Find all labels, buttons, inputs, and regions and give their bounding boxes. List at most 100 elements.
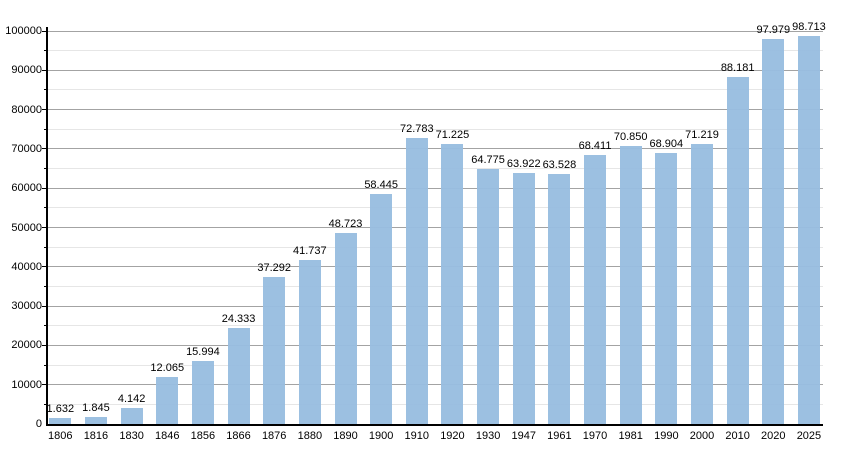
y-tick-label: 90000 (11, 64, 42, 77)
y-axis-line (46, 27, 48, 426)
bar (726, 77, 749, 424)
y-axis-tick (42, 344, 48, 346)
x-tick-label: 2000 (689, 430, 715, 442)
bar (370, 194, 393, 424)
gridline-major (48, 305, 823, 307)
bar-value-label: 70.850 (613, 130, 648, 143)
x-tick-label: 1970 (582, 430, 608, 442)
y-tick-label: 30000 (11, 300, 42, 313)
y-tick-label: 40000 (11, 260, 42, 273)
gridline-minor (48, 207, 823, 209)
x-tick-label: 1900 (368, 430, 394, 442)
bar-value-label: 58.445 (364, 179, 398, 192)
bar (691, 144, 713, 424)
bar-value-label: 4.142 (117, 392, 146, 405)
bar-value-label: 24.333 (221, 313, 256, 326)
gridline-major (48, 30, 823, 32)
x-tick-label: 1947 (511, 430, 536, 442)
bar-value-label: 71.219 (685, 129, 719, 142)
bar-value-label: 12.065 (150, 361, 185, 374)
gridline-minor (48, 246, 823, 248)
bar (512, 172, 535, 424)
bar (619, 145, 642, 424)
bar (263, 277, 286, 424)
x-tick-label: 2025 (796, 430, 822, 442)
x-tick-label: 1880 (297, 430, 323, 442)
gridline-minor (48, 325, 823, 327)
x-tick-label: 1961 (547, 430, 572, 442)
gridline-major (48, 266, 823, 268)
x-tick-label: 1890 (333, 430, 358, 442)
bar (477, 169, 500, 424)
bar (655, 153, 678, 424)
y-axis-tick (42, 266, 48, 268)
x-tick-label: 1866 (226, 430, 251, 442)
bar-value-label: 88.181 (720, 62, 755, 75)
x-tick-label: 1981 (618, 430, 643, 442)
y-axis-tick (42, 305, 48, 307)
y-tick-label: 10000 (11, 378, 42, 391)
y-axis-tick (42, 187, 48, 189)
bar (797, 36, 820, 424)
bar-value-label: 97.979 (756, 23, 791, 36)
x-tick-label: 1920 (440, 430, 465, 442)
gridline-minor (48, 168, 823, 170)
bar-value-label: 63.922 (506, 157, 541, 170)
gridline-minor (48, 128, 823, 130)
x-tick-label: 2010 (725, 430, 750, 442)
gridline-major (48, 344, 823, 346)
bar (334, 232, 357, 424)
bar-value-label: 37.292 (257, 262, 292, 275)
x-tick-label: 1830 (119, 430, 144, 442)
y-axis-tick (42, 227, 48, 228)
y-tick-label: 20000 (11, 339, 42, 352)
y-axis-tick (42, 69, 48, 71)
bar-value-label: 68.904 (649, 138, 684, 151)
y-axis-tick (42, 384, 48, 386)
bar-value-label: 1.845 (82, 401, 110, 414)
bar-value-label: 71.225 (435, 129, 470, 142)
gridline-minor (48, 364, 823, 366)
y-axis-tick (42, 148, 48, 150)
gridline-major (48, 148, 823, 150)
y-tick-label: 70000 (11, 142, 42, 155)
bar (548, 174, 571, 424)
x-tick-label: 1856 (190, 430, 216, 442)
y-tick-label: 60000 (11, 182, 42, 195)
x-axis-line (46, 424, 823, 426)
gridline-major (48, 109, 823, 111)
gridline-minor (48, 50, 823, 52)
x-tick-label: 1806 (48, 430, 73, 442)
gridline-major (48, 384, 823, 386)
x-tick-label: 1930 (475, 430, 501, 442)
gridline-major (48, 69, 823, 71)
gridline-minor (48, 285, 823, 287)
bar-value-label: 64.775 (471, 154, 505, 167)
gridline-major (48, 227, 823, 228)
bar-value-label: 68.411 (578, 140, 612, 153)
y-axis-tick (42, 30, 48, 32)
bar (441, 144, 464, 424)
bar (156, 376, 179, 424)
y-tick-label: 50000 (11, 221, 42, 234)
bar (405, 137, 428, 424)
bar (227, 328, 250, 424)
bar (298, 259, 321, 424)
gridline-major (48, 187, 823, 189)
bar (120, 407, 143, 424)
y-tick-label: 80000 (11, 103, 42, 116)
bar (762, 38, 785, 424)
bar-value-label: 98.713 (792, 21, 826, 34)
x-tick-label: 1990 (654, 430, 679, 442)
x-tick-label: 1910 (404, 430, 430, 442)
gridline-minor (48, 403, 823, 405)
bar-value-label: 72.783 (399, 122, 434, 135)
bar-value-label: 15.994 (186, 346, 220, 359)
bar-value-label: 1.632 (46, 402, 75, 415)
x-tick-label: 1816 (83, 430, 109, 442)
bar-value-label: 63.528 (542, 159, 577, 172)
x-tick-label: 1876 (261, 430, 287, 442)
y-tick-label: 0 (35, 418, 42, 430)
y-tick-label: 100000 (5, 25, 42, 37)
